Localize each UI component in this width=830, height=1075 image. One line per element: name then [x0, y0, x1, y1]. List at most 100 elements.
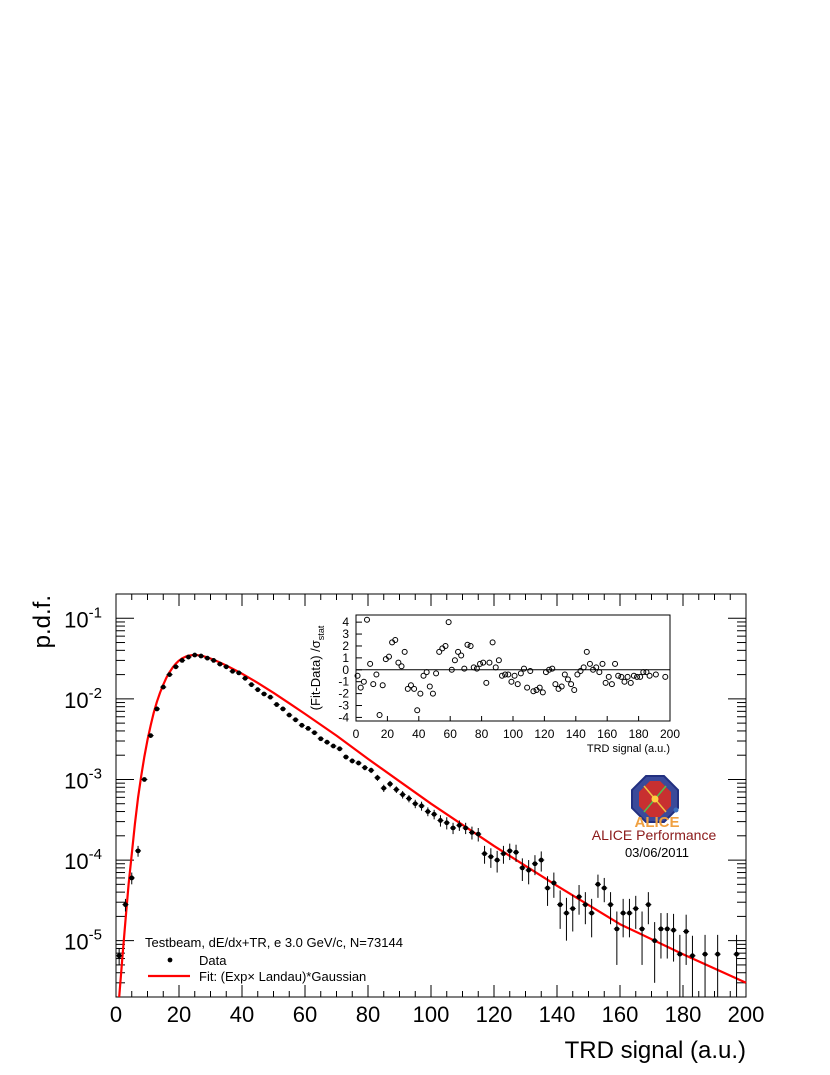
- residual-marker: [376, 712, 383, 719]
- data-point: [576, 885, 583, 915]
- data-point: [166, 672, 173, 677]
- data-marker: [249, 682, 254, 688]
- data-marker: [551, 880, 557, 886]
- data-marker: [356, 760, 361, 766]
- data-point: [235, 670, 242, 676]
- data-marker: [475, 831, 481, 837]
- residual-marker: [624, 673, 631, 680]
- data-marker: [123, 902, 128, 908]
- data-point: [462, 822, 469, 835]
- data-point: [122, 898, 129, 912]
- residual-marker: [433, 670, 440, 677]
- residual-marker: [561, 671, 568, 678]
- data-marker: [658, 926, 664, 932]
- inset-x-tick-label: 200: [660, 727, 680, 741]
- data-point: [639, 911, 646, 965]
- data-marker: [431, 811, 437, 817]
- data-point: [494, 850, 501, 873]
- data-point: [204, 655, 211, 661]
- residual-marker: [420, 672, 427, 679]
- data-point: [317, 736, 324, 742]
- alice-logo: ALICE ALICE Performance 03/06/2011: [592, 775, 716, 860]
- data-point: [424, 807, 431, 817]
- data-point: [519, 858, 526, 881]
- residual-marker: [634, 673, 641, 680]
- main-plot: 0 20 40 60 80 100 120 140 160 180 20010-110-210-31…: [29, 593, 764, 1064]
- residual-marker: [363, 616, 370, 623]
- data-marker: [148, 733, 154, 739]
- data-marker: [494, 857, 500, 863]
- alice-logo-center-icon: [651, 795, 659, 803]
- data-marker: [501, 851, 506, 857]
- data-marker: [349, 758, 355, 764]
- data-marker: [211, 658, 217, 663]
- data-point: [305, 726, 312, 731]
- x-tick-label: 80: [356, 1002, 380, 1027]
- inset-x-axis-label: TRD signal (a.u.): [587, 743, 670, 755]
- data-marker: [393, 787, 399, 792]
- data-point: [481, 845, 488, 864]
- data-marker: [589, 910, 595, 916]
- y-tick-base: 10: [64, 688, 88, 713]
- data-marker: [538, 857, 544, 863]
- residual-marker: [370, 681, 377, 688]
- y-tick-label: 10-5: [64, 927, 102, 955]
- data-point: [198, 653, 205, 659]
- data-point: [431, 809, 438, 820]
- inset-x-tick-label: 60: [444, 727, 458, 741]
- residual-marker: [602, 679, 609, 686]
- data-marker: [242, 675, 248, 681]
- data-marker: [425, 809, 431, 814]
- data-point: [513, 844, 520, 862]
- residual-marker: [499, 672, 506, 679]
- inset-x-tick-label: 120: [534, 727, 554, 741]
- data-marker: [582, 902, 588, 908]
- data-marker: [186, 654, 191, 660]
- residual-marker: [461, 665, 468, 672]
- data-point: [179, 658, 186, 663]
- data-marker: [677, 951, 683, 957]
- data-marker: [343, 754, 349, 760]
- data-marker: [274, 702, 280, 707]
- residual-marker: [662, 673, 669, 680]
- residual-marker: [608, 681, 615, 688]
- data-point: [733, 934, 740, 997]
- data-marker: [482, 851, 487, 857]
- main-axis-ticks: 0 20 40 60 80 100 120 140 160 180 20010-110-210-31…: [64, 593, 764, 1027]
- data-point: [487, 848, 494, 868]
- data-point: [185, 654, 192, 660]
- legend-data-label: Data: [199, 953, 227, 968]
- data-point: [135, 845, 142, 857]
- residual-marker: [580, 664, 587, 671]
- data-marker: [230, 668, 235, 674]
- data-marker: [267, 694, 273, 700]
- data-point: [500, 845, 507, 864]
- data-marker: [715, 951, 721, 957]
- data-point: [525, 860, 532, 885]
- y-tick-exponent: -2: [89, 685, 102, 702]
- residual-marker: [599, 660, 606, 667]
- data-marker: [734, 951, 739, 957]
- data-marker: [337, 746, 343, 752]
- inset-y-tick-label: 1: [342, 651, 349, 665]
- data-marker: [683, 929, 689, 934]
- data-point: [557, 890, 564, 929]
- residual-marker: [385, 653, 392, 660]
- residual-marker: [448, 666, 455, 673]
- data-point: [349, 758, 356, 764]
- x-axis-label: TRD signal (a.u.): [565, 1037, 746, 1064]
- residual-marker: [568, 681, 575, 688]
- data-point: [443, 817, 450, 830]
- fit-curve: [118, 653, 747, 998]
- data-point: [355, 760, 362, 766]
- data-marker: [450, 825, 456, 831]
- data-point: [147, 733, 154, 739]
- inset-x-tick-label: 180: [629, 727, 649, 741]
- data-point: [342, 754, 349, 760]
- inset-x-tick-label: 40: [412, 727, 426, 741]
- data-marker: [305, 726, 311, 731]
- data-point: [160, 684, 167, 690]
- x-tick-label: 180: [665, 1002, 702, 1027]
- data-marker: [614, 926, 620, 932]
- data-point: [582, 892, 589, 925]
